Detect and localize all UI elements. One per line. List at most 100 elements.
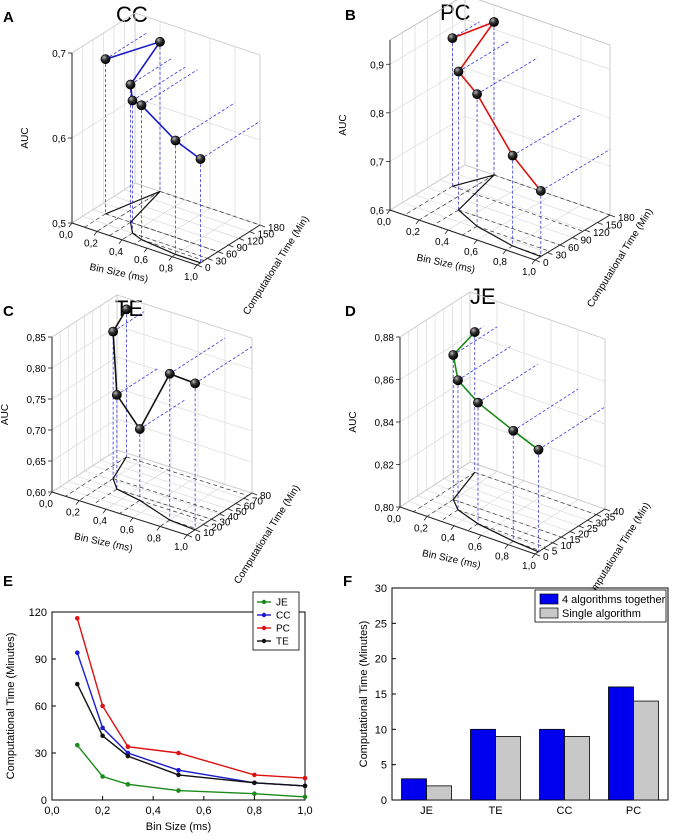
panel-label-d: D — [345, 303, 356, 320]
floor-gridline — [68, 481, 204, 525]
x-tick-label: PC — [626, 805, 641, 817]
legend-label-cc: CC — [276, 611, 290, 622]
y-tick — [609, 214, 616, 218]
x-tick-label: TE — [488, 805, 502, 817]
y-tick-label: 30 — [35, 748, 47, 760]
y-tick-label: 0 — [195, 533, 201, 544]
legend-label-together: 4 algorithms together — [562, 594, 666, 606]
floor-projection-x — [505, 245, 513, 251]
x-tick — [118, 239, 123, 245]
floor-projection-curve — [112, 456, 196, 531]
series-point-je — [252, 791, 257, 797]
x-tick — [193, 264, 198, 270]
bar-te-single — [495, 736, 521, 801]
wall-gridline — [399, 291, 606, 340]
floor-gridline — [108, 454, 244, 499]
x-tick-label: 0,0 — [44, 805, 59, 817]
z-tick-label: 0,86 — [375, 376, 395, 387]
series-point-te — [252, 780, 257, 786]
y-tick-label: 10 — [561, 541, 573, 552]
floor-gridline — [113, 196, 240, 239]
y-tick — [569, 531, 576, 534]
data-point-sphere — [195, 154, 206, 164]
x-tick — [68, 222, 73, 228]
wall-projection-line — [130, 57, 173, 85]
y-tick-label: 60 — [244, 502, 256, 513]
y-tick-label: 20 — [578, 530, 590, 541]
floor-gridline — [100, 460, 236, 504]
y-tick-label: 120 — [247, 236, 264, 247]
floor-projection-x — [413, 472, 475, 512]
floor-gridline — [427, 187, 573, 238]
y-tick — [534, 259, 541, 263]
y-tick-label: 30 — [216, 256, 228, 267]
x-tick-label: 1,0 — [184, 272, 198, 283]
wall-projection-line — [175, 102, 236, 141]
x-tick — [143, 247, 148, 253]
y-tick-label: 0 — [41, 795, 47, 807]
floor-projection-x — [433, 209, 459, 226]
x-tick-label: 0,2 — [406, 227, 420, 238]
series-point-cc — [100, 725, 105, 731]
y-tick-label: 120 — [29, 607, 47, 619]
x-tick-label: 1,0 — [522, 267, 536, 278]
wall-projection-line — [112, 311, 145, 332]
x-tick — [102, 508, 107, 514]
wall-projection-line — [453, 326, 498, 356]
bar-je-together — [401, 778, 427, 801]
x-tick-label: 0,2 — [95, 805, 110, 817]
data-point-sphere — [448, 350, 459, 360]
y-tick-label: 40 — [613, 507, 625, 518]
series-point-pc — [100, 703, 105, 709]
panel-label-e: E — [3, 573, 13, 590]
floor-projection-x — [462, 225, 478, 236]
x-tick-label: JE — [420, 805, 433, 817]
wall-projection-line — [139, 399, 185, 430]
floor-projection-y — [130, 221, 219, 252]
x-tick-label: 0,4 — [146, 805, 161, 817]
y-tick-label: 60 — [568, 243, 580, 254]
floor-projection-x — [96, 191, 161, 232]
floor-projection-y — [477, 523, 546, 548]
data-series-line — [112, 308, 196, 431]
x-tick — [423, 516, 428, 521]
z-tick-label: 0,65 — [27, 457, 47, 468]
x-tick-label: 0,4 — [109, 247, 123, 258]
x-tick — [444, 229, 449, 235]
series-point-pc — [125, 744, 131, 750]
bar-pc-single — [633, 700, 659, 801]
data-point-sphere — [473, 397, 483, 408]
panel-label-a: A — [3, 9, 14, 26]
x-tick-label: 0,0 — [59, 230, 73, 241]
y-tick — [228, 244, 234, 248]
floor-projection-y — [126, 456, 249, 496]
floor-gridline — [84, 470, 220, 515]
y-tick — [578, 525, 584, 529]
y-tick-label: 80 — [260, 491, 272, 502]
x-tick — [129, 517, 134, 523]
y-tick-label: 15 — [569, 535, 581, 546]
y-tick-label: 35 — [604, 513, 616, 524]
series-point-pc — [302, 775, 308, 781]
y-tick — [217, 251, 224, 255]
y-tick — [207, 257, 213, 261]
y-tick — [547, 252, 553, 255]
wall-gridline — [51, 294, 253, 339]
wall-projection-line — [452, 21, 480, 39]
y-tick — [604, 508, 611, 512]
y-tick — [543, 548, 549, 551]
data-point-sphere — [100, 54, 111, 65]
y-tick-label: 10 — [203, 528, 215, 539]
floor-projection-curve — [452, 173, 542, 258]
data-point-sphere — [125, 79, 136, 90]
y-tick — [219, 513, 225, 517]
y-tick — [186, 534, 193, 538]
floor-gridline — [452, 472, 588, 521]
z-tick-label: 0,5 — [52, 219, 66, 230]
floor-projection-x — [92, 488, 118, 506]
floor-projection-x — [440, 509, 459, 522]
x-tick-label: 1,0 — [522, 561, 536, 572]
wall-projection-line — [105, 32, 148, 60]
